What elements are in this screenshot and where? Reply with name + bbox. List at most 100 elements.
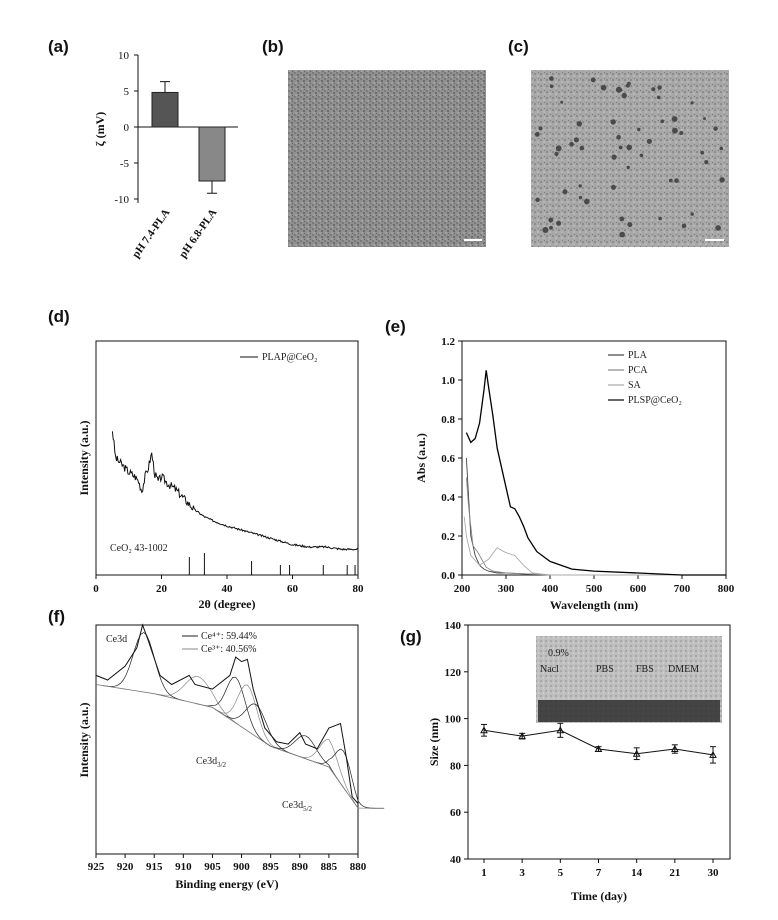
x-tick-label-d: 60: [287, 583, 299, 595]
nanoparticle-dot: [591, 78, 596, 83]
bar-ph68: [199, 127, 225, 181]
nanoparticle-dot: [619, 232, 625, 238]
nanoparticle-dot: [619, 146, 623, 150]
bar-ph74: [152, 92, 178, 127]
nanoparticle-dot: [569, 142, 574, 147]
nanoparticle-dot: [679, 131, 683, 135]
x-tick-label-e: 200: [454, 583, 471, 595]
x-tick-label-g: 21: [669, 867, 680, 879]
x-tick-label-g: 5: [558, 867, 564, 879]
y-axis-label-d: Intensity (a.u.): [77, 420, 91, 495]
nanoparticle-dot: [535, 198, 539, 202]
x-category-label-a: pH 6.8-PLA: [177, 207, 219, 260]
y-tick-label-g: 40: [450, 854, 462, 866]
nanoparticle-dot: [539, 126, 543, 130]
nanoparticle-dot: [554, 152, 558, 156]
x-tick-label-g: 1: [481, 867, 487, 879]
y-tick-label-e: 0.8: [441, 414, 455, 426]
ce3d52-label: Ce3d5/2: [282, 800, 313, 813]
nanoparticle-dot: [548, 218, 553, 223]
y-tick-label-g: 120: [445, 667, 462, 679]
legend-text-d: PLAP@CeO₂: [262, 352, 317, 363]
nanoparticle-dot: [549, 76, 554, 81]
panel-label-c: (c): [508, 37, 529, 56]
reference-label-d: CeO₂ 43-1002: [110, 543, 168, 554]
panel-label-d: (d): [48, 307, 70, 326]
plot-frame-d: [96, 341, 358, 575]
inset-vials-bottom: [538, 700, 720, 722]
x-tick-label-f: 920: [117, 861, 134, 873]
nanoparticle-dot: [584, 199, 590, 205]
x-axis-label-e: Wavelength (nm): [550, 598, 638, 612]
legend-text-e: PCA: [628, 365, 648, 376]
nanoparticle-dot: [657, 85, 661, 89]
y-tick-label-e: 0.2: [441, 531, 455, 543]
y-axis-label-a: ζ (mV): [93, 112, 107, 147]
nanoparticle-dot: [579, 184, 582, 187]
tem-image-c: [531, 70, 729, 247]
plot-frame-e: [462, 341, 726, 575]
x-tick-label-g: 30: [708, 867, 720, 879]
y-axis-label-e: Abs (a.u.): [414, 433, 428, 483]
series-line-pca: [466, 478, 726, 576]
y-tick-label-a: -10: [114, 194, 129, 206]
x-axis-label-g: Time (day): [571, 889, 627, 903]
nanoparticle-dot: [550, 85, 554, 89]
nanoparticle-dot: [579, 196, 582, 199]
legend-text-e: PLA: [628, 350, 648, 361]
nanoparticle-dot: [616, 87, 622, 93]
nanoparticle-dot: [640, 154, 644, 158]
y-tick-label-g: 80: [450, 760, 462, 772]
x-tick-label-d: 80: [353, 583, 365, 595]
x-tick-label-f: 925: [88, 861, 105, 873]
nanoparticle-dot: [672, 116, 678, 122]
panel-label-e: (e): [385, 317, 406, 336]
x-tick-label-f: 890: [292, 861, 309, 873]
nanoparticle-dot: [713, 126, 717, 130]
y-tick-label-a: 5: [124, 86, 130, 98]
y-tick-label-g: 140: [445, 620, 462, 632]
nanoparticle-dot: [691, 101, 694, 104]
nanoparticle-dot: [691, 212, 694, 215]
plot-frame-f: [96, 625, 358, 854]
x-tick-label-f: 895: [262, 861, 279, 873]
nanoparticle-dot: [556, 221, 561, 226]
xrd-pattern-line: [112, 431, 358, 550]
nanoparticle-dot: [622, 93, 627, 98]
inset-label-nacl-pct: 0.9%: [548, 648, 569, 659]
nanoparticle-dot: [658, 217, 662, 221]
xps-component-peak: [215, 704, 297, 756]
x-tick-label-e: 600: [630, 583, 647, 595]
x-tick-label-e: 700: [674, 583, 691, 595]
x-axis-label-d: 2θ (degree): [198, 597, 255, 611]
xps-component-peak: [157, 677, 239, 725]
legend-text-e: PLSP@CeO₂: [628, 395, 682, 406]
ce3d32-label: Ce3d3/2: [196, 756, 227, 769]
panel-label-b: (b): [262, 37, 284, 56]
x-category-label-a: pH 7.4-PLA: [130, 207, 172, 260]
series-line-plsp: [466, 370, 726, 575]
nanoparticle-dot: [580, 146, 585, 151]
nanoparticle-dot: [627, 166, 630, 169]
nanoparticle-dot: [720, 147, 724, 151]
tem-texture-b: [288, 70, 486, 247]
nanoparticle-dot: [612, 155, 617, 160]
legend-text-ce3: Ce³⁺: 40.56%: [201, 644, 257, 655]
nanoparticle-dot: [611, 119, 616, 124]
inset-label-fbs: FBS: [636, 664, 654, 675]
x-tick-label-e: 800: [718, 583, 735, 595]
legend-text-ce4: Ce⁴⁺: 59.44%: [201, 631, 257, 642]
nanoparticle-dot: [661, 120, 665, 124]
nanoparticle-dot: [627, 222, 632, 227]
legend-text-e: SA: [628, 380, 642, 391]
nanoparticle-dot: [577, 121, 582, 126]
x-tick-label-f: 880: [350, 861, 367, 873]
x-tick-label-f: 910: [175, 861, 192, 873]
tem-texture-c: [531, 70, 729, 247]
inset-label-nacl: Nacl: [540, 664, 559, 675]
inset-label-pbs: PBS: [596, 664, 614, 675]
x-tick-label-f: 885: [321, 861, 338, 873]
x-tick-label-d: 40: [222, 583, 234, 595]
y-tick-label-e: 0.6: [441, 453, 455, 465]
y-axis-label-g: Size (nm): [427, 718, 441, 766]
